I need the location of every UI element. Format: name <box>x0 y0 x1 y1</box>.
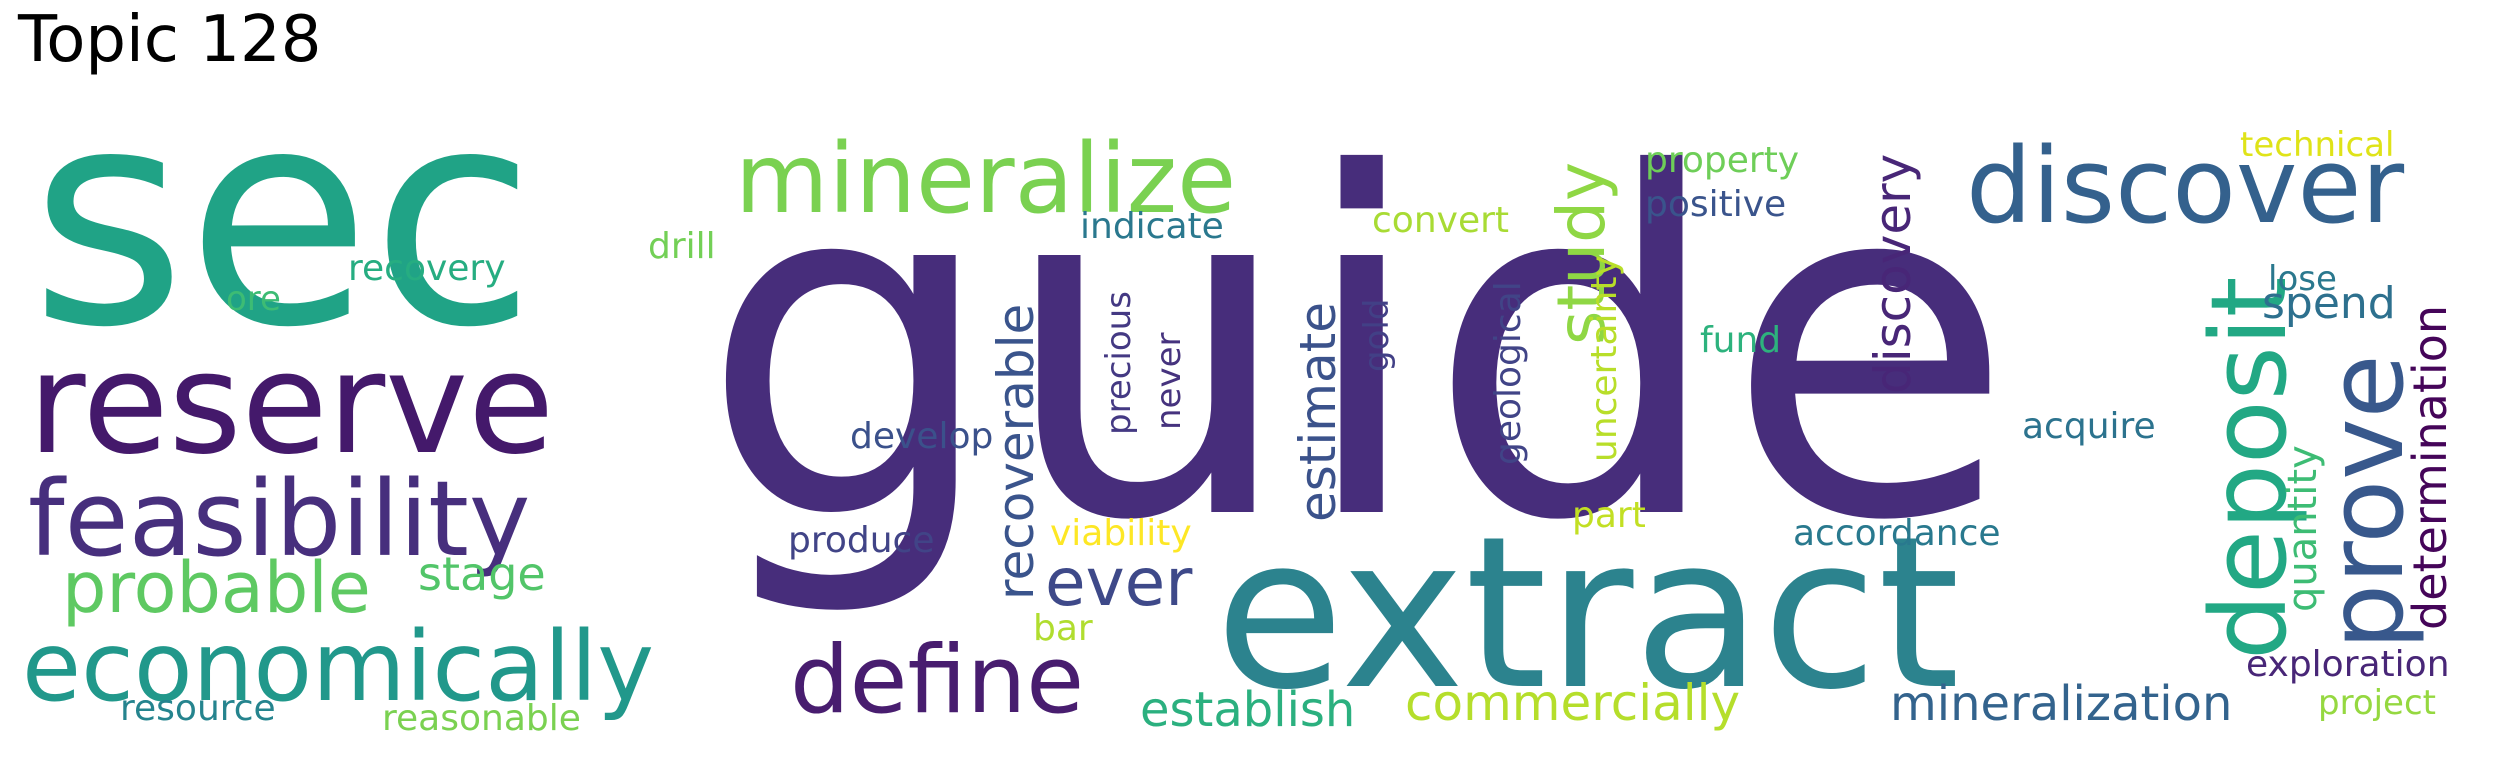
word-guide: guide <box>700 76 2014 623</box>
word-property: property <box>1645 140 1799 181</box>
word-estimate: estimate <box>1289 302 1347 522</box>
word-discovery: discovery <box>1864 154 1922 394</box>
word-recovery: recovery <box>348 248 506 289</box>
word-feasibility: feasibility <box>28 458 530 580</box>
word-discover: discover <box>1966 125 2404 247</box>
word-project: project <box>2318 683 2436 723</box>
word-ore: ore <box>226 279 281 319</box>
word-never: never <box>1149 332 1189 430</box>
word-probable: probable <box>62 547 371 629</box>
word-ever: ever <box>1045 544 1193 621</box>
word-part: part <box>1572 495 1646 536</box>
word-quantity: quantity <box>2280 445 2326 612</box>
word-mineralization: mineralization <box>1890 676 2232 732</box>
word-convert: convert <box>1372 200 1509 241</box>
word-uncertainty: uncertainty <box>1584 255 1625 462</box>
word-bar: bar <box>1033 608 1093 649</box>
word-precious: precious <box>1099 291 1139 435</box>
word-gold: gold <box>1357 299 1397 372</box>
word-prove: prove <box>2305 354 2427 650</box>
word-extract: extract <box>1215 491 1960 736</box>
word-define: define <box>790 626 1084 735</box>
word-determination: determination <box>2403 305 2457 630</box>
word-spend: spend <box>2262 278 2396 329</box>
word-indicate: indicate <box>1080 206 1224 247</box>
word-drill: drill <box>648 226 716 267</box>
word-lose: lose <box>2268 259 2337 299</box>
word-fund: fund <box>1700 320 1781 361</box>
word-reserve: reserve <box>28 323 554 486</box>
word-mineralize: mineralize <box>735 123 1236 235</box>
word-exploration: exploration <box>2246 644 2450 685</box>
word-establish: establish <box>1140 682 1355 738</box>
word-technical: technical <box>2240 125 2394 165</box>
word-accordance: accordance <box>1793 513 2001 554</box>
word-viability: viability <box>1050 513 1192 554</box>
word-reasonable: reasonable <box>382 698 581 739</box>
word-stage: stage <box>418 547 546 601</box>
word-develop: develop <box>850 416 993 457</box>
word-sec: sec <box>30 44 536 393</box>
word-deposit: deposit <box>2188 277 2310 661</box>
word-resource: resource <box>120 688 276 729</box>
word-geological: geological <box>1488 281 1529 465</box>
page-title: Topic 128 <box>18 3 322 77</box>
word-commercially: commercially <box>1405 674 1740 732</box>
word-positive: positive <box>1645 184 1786 225</box>
word-produce: produce <box>788 520 935 561</box>
word-acquire: acquire <box>2022 406 2156 447</box>
word-economically: economically <box>22 611 654 723</box>
word-recoverable: recoverable <box>987 304 1045 600</box>
word-study: study <box>1543 162 1620 345</box>
